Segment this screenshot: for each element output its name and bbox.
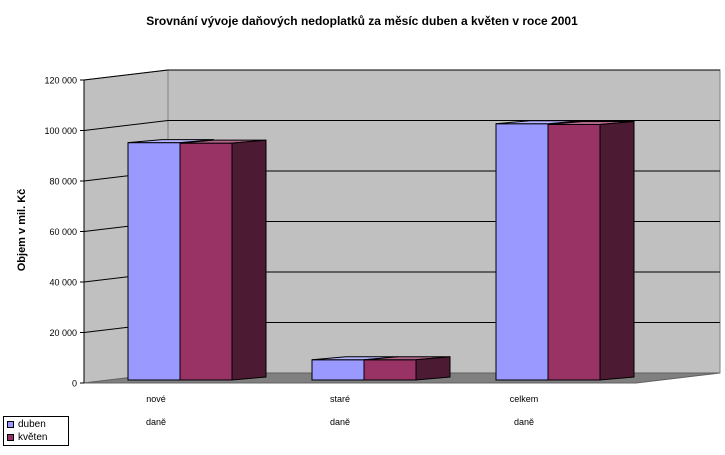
y-axis: 0 20 000 40 000 60 000 80 000 100 000 120 000 — [44, 76, 85, 389]
y-tick-label: 40 000 — [49, 278, 77, 288]
x-tick-label: staré — [330, 394, 350, 404]
legend-item-duben: duben — [7, 418, 65, 431]
x-tick-label: nové — [146, 394, 166, 404]
bar-duben — [127, 142, 181, 381]
bar-side-květen — [415, 356, 451, 381]
y-tick-label: 0 — [72, 379, 77, 389]
gridline — [83, 69, 720, 81]
bar-květen — [363, 359, 417, 381]
legend-item-kveten: květen — [7, 431, 65, 444]
legend-swatch-duben — [7, 421, 14, 428]
bar-květen — [179, 142, 233, 381]
bar-side-květen — [231, 139, 267, 381]
bar-květen — [547, 123, 601, 381]
legend-swatch-kveten — [7, 434, 14, 441]
legend: duben květen — [3, 416, 69, 446]
x-tick-label: daně — [514, 417, 534, 427]
x-axis: nové daně staré daně celkem daně — [146, 394, 538, 427]
x-tick-label: daně — [330, 417, 350, 427]
legend-label-kveten: květen — [18, 432, 48, 443]
x-tick-label: daně — [146, 417, 166, 427]
y-tick-label: 20 000 — [49, 328, 77, 338]
bar-duben — [495, 123, 549, 381]
y-tick-label: 100 000 — [44, 126, 77, 136]
bar-duben — [311, 359, 365, 381]
bars — [127, 120, 635, 381]
bar-side-květen — [599, 120, 635, 381]
y-axis-label: Objem v mil. Kč — [16, 189, 28, 272]
y-tick-label: 120 000 — [44, 76, 77, 86]
x-tick-label: celkem — [510, 394, 539, 404]
bar-top-duben — [127, 139, 215, 144]
chart-title: Srovnání vývoje daňových nedoplatků za m… — [146, 14, 578, 28]
bar-top-duben — [495, 120, 583, 125]
y-tick-label: 80 000 — [49, 177, 77, 187]
y-tick-label: 60 000 — [49, 227, 77, 237]
legend-label-duben: duben — [18, 419, 46, 430]
